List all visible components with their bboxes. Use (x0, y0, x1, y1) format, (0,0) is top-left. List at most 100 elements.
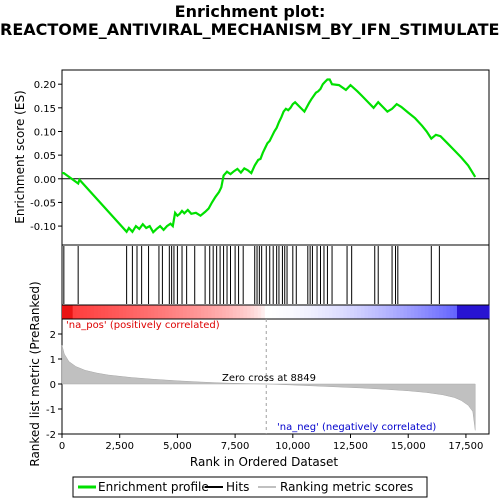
colorbar-segment (126, 306, 130, 319)
colorbar-segment (130, 306, 134, 319)
colorbar-segment (122, 306, 126, 319)
colorbar-segment (76, 306, 80, 319)
colorbar-segment (375, 306, 379, 319)
metric-ytick-label: 0 (50, 380, 56, 391)
colorbar-segment (443, 306, 447, 319)
colorbar-segment (364, 306, 368, 319)
hits-panel-frame (62, 245, 489, 305)
colorbar-segment (183, 306, 187, 319)
colorbar-segment (94, 306, 98, 319)
colorbar-segment (90, 306, 94, 319)
colorbar-segment (372, 306, 376, 319)
ranking-metric-area (62, 345, 475, 430)
es-ytick-label: -0.05 (30, 198, 56, 209)
colorbar-segment (404, 306, 408, 319)
colorbar-segment (293, 306, 297, 319)
colorbar-segment (240, 306, 244, 319)
colorbar-segment (471, 306, 475, 319)
colorbar-segment (485, 306, 489, 319)
colorbar-segment (322, 306, 326, 319)
colorbar-segment (350, 306, 354, 319)
colorbar-segment (393, 306, 397, 319)
es-axis-title: Enrichment score (ES) (13, 90, 27, 223)
x-tick-label: 12,500 (333, 441, 368, 452)
colorbar-segment (478, 306, 482, 319)
colorbar-segment (315, 306, 319, 319)
colorbar-segment (446, 306, 450, 319)
colorbar-segment (386, 306, 390, 319)
x-tick-label: 0 (59, 441, 65, 452)
colorbar-segment (482, 306, 486, 319)
colorbar-segment (87, 306, 91, 319)
colorbar-segment (162, 306, 166, 319)
colorbar-segment (475, 306, 479, 319)
colorbar-segment (325, 306, 329, 319)
colorbar-segment (457, 306, 461, 319)
colorbar-segment (308, 306, 312, 319)
colorbar-segment (222, 306, 226, 319)
colorbar-segment (436, 306, 440, 319)
colorbar-segment (382, 306, 386, 319)
colorbar-segment (194, 306, 198, 319)
pos-correlated-label: 'na_pos' (positively correlated) (66, 320, 220, 331)
x-tick-label: 7,500 (221, 441, 250, 452)
colorbar-segment (379, 306, 383, 319)
colorbar-segment (190, 306, 194, 319)
colorbar-segment (119, 306, 123, 319)
neg-correlated-label: 'na_neg' (negatively correlated) (277, 422, 436, 433)
colorbar-segment (343, 306, 347, 319)
colorbar-segment (297, 306, 301, 319)
colorbar-segment (418, 306, 422, 319)
colorbar-segment (283, 306, 287, 319)
metric-ytick-label: 1 (50, 355, 56, 366)
colorbar-segment (425, 306, 429, 319)
colorbar-segment (73, 306, 77, 319)
colorbar-segment (197, 306, 201, 319)
colorbar-layer (62, 306, 490, 319)
colorbar-segment (261, 306, 265, 319)
colorbar-segment (101, 306, 105, 319)
colorbar-segment (429, 306, 433, 319)
es-ytick-label: 0.00 (34, 175, 56, 186)
colorbar-segment (332, 306, 336, 319)
colorbar-segment (179, 306, 183, 319)
x-tick-label: 17,500 (448, 441, 483, 452)
colorbar-segment (105, 306, 109, 319)
colorbar-segment (318, 306, 322, 319)
colorbar-segment (347, 306, 351, 319)
colorbar-segment (272, 306, 276, 319)
colorbar-segment (215, 306, 219, 319)
colorbar-segment (400, 306, 404, 319)
colorbar-segment (254, 306, 258, 319)
es-ytick-label: -0.10 (30, 222, 56, 233)
colorbar-segment (311, 306, 315, 319)
colorbar-segment (62, 306, 66, 319)
colorbar-segment (158, 306, 162, 319)
es-ytick-label: 0.20 (34, 80, 56, 91)
zero-cross-label: Zero cross at 8849 (222, 373, 316, 384)
colorbar-segment (172, 306, 176, 319)
colorbar-segment (279, 306, 283, 319)
colorbar-segment (133, 306, 137, 319)
colorbar-segment (80, 306, 84, 319)
legend-profile-label: Enrichment profile (98, 480, 209, 494)
colorbar-segment (464, 306, 468, 319)
colorbar-segment (176, 306, 180, 319)
colorbar-segment (265, 306, 269, 319)
colorbar-segment (165, 306, 169, 319)
colorbar-segment (468, 306, 472, 319)
metric-ytick-label: -1 (46, 405, 56, 416)
colorbar-segment (247, 306, 251, 319)
colorbar-segment (169, 306, 173, 319)
colorbar-segment (211, 306, 215, 319)
metric-ytick-label: -2 (46, 430, 56, 441)
colorbar-segment (461, 306, 465, 319)
metric-ytick-label: 2 (50, 330, 56, 341)
colorbar-segment (290, 306, 294, 319)
x-axis-title: Rank in Ordered Dataset (190, 455, 338, 469)
colorbar-segment (439, 306, 443, 319)
colorbar-segment (411, 306, 415, 319)
colorbar-segment (219, 306, 223, 319)
colorbar-segment (112, 306, 116, 319)
es-ytick-label: 0.05 (34, 151, 56, 162)
